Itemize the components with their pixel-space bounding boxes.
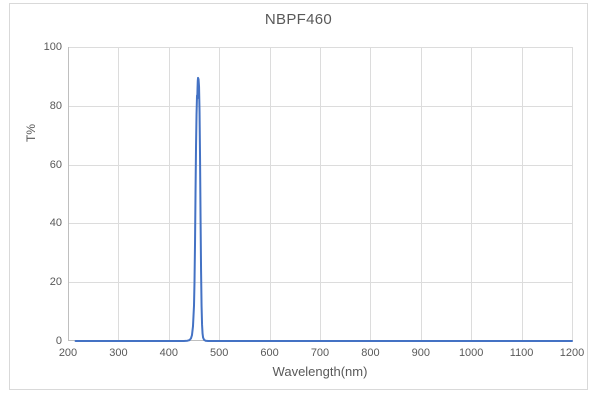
transmission-curve bbox=[74, 76, 573, 342]
x-tick-label: 1000 bbox=[458, 347, 484, 359]
x-tick-label: 200 bbox=[58, 347, 78, 359]
y-tick-label: 100 bbox=[43, 41, 62, 53]
x-tick-label: 900 bbox=[411, 347, 430, 359]
x-tick-label: 300 bbox=[109, 347, 128, 359]
chart-frame bbox=[9, 3, 588, 390]
x-tick-label: 500 bbox=[210, 347, 229, 359]
chart-title: NBPF460 bbox=[264, 11, 333, 28]
y-tick-label: 20 bbox=[49, 276, 62, 289]
plot-area bbox=[68, 47, 573, 342]
y-tick-label: 60 bbox=[49, 158, 62, 171]
x-tick-label: 400 bbox=[159, 347, 178, 359]
x-tick-label: 1200 bbox=[559, 347, 585, 359]
y-axis-title: T% bbox=[24, 124, 38, 142]
x-tick-label: 800 bbox=[361, 347, 380, 359]
x-tick-label: 700 bbox=[310, 347, 330, 359]
x-tick-label: 600 bbox=[260, 347, 279, 359]
x-axis-title: Wavelength(nm) bbox=[272, 364, 368, 379]
y-tick-label: 80 bbox=[49, 99, 62, 112]
x-tick-label: 1100 bbox=[509, 347, 534, 359]
y-tick-label: 0 bbox=[55, 335, 62, 347]
y-tick-label: 40 bbox=[49, 217, 62, 230]
